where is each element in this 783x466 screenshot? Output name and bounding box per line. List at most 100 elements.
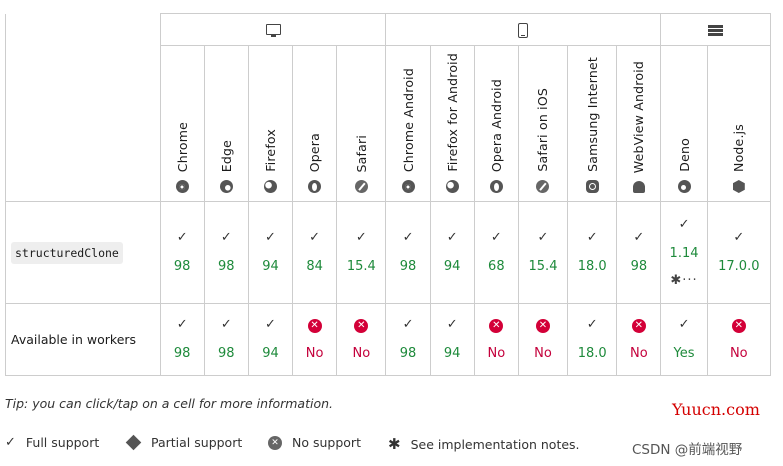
version-value: 84 xyxy=(306,259,323,274)
browser-name: Node.js xyxy=(731,124,747,172)
version-value: 94 xyxy=(262,346,279,361)
support-cell[interactable]: ✓ Yes xyxy=(660,303,708,376)
support-cell[interactable]: ✓ 15.4 xyxy=(517,201,569,304)
browser-header: Samsung Internet xyxy=(567,45,618,202)
support-cell[interactable]: ✓ 98 xyxy=(616,201,662,304)
browser-header-cell: Node.js xyxy=(708,46,770,201)
support-cell-content: ✓ 98 xyxy=(161,230,204,275)
support-cell[interactable]: ✓ 94 xyxy=(247,201,294,304)
support-cell-content: ✓ 98 xyxy=(617,231,660,275)
legend-partial-label: Partial support xyxy=(151,435,243,450)
version-value: Yes xyxy=(673,346,695,361)
support-cell[interactable]: ✓ 98 xyxy=(203,201,249,304)
version-value: 98 xyxy=(173,346,191,361)
check-icon: ✓ xyxy=(355,230,367,245)
support-cell[interactable]: ✓ 98 xyxy=(385,303,431,376)
browser-name: Opera xyxy=(307,132,323,172)
legend-notes-label: See implementation notes. xyxy=(410,436,580,452)
support-cell-content: ✓ 15.4 xyxy=(337,230,385,275)
samsung-icon xyxy=(585,180,599,193)
browser-header: Chrome Android xyxy=(385,45,431,202)
support-cell-content: ✓ 15.4 xyxy=(519,230,567,275)
browser-header-cell: Firefox xyxy=(249,46,292,201)
node-icon xyxy=(732,180,745,193)
support-cell[interactable]: ✕ No xyxy=(336,303,387,376)
browser-header: Firefox for Android xyxy=(429,45,475,202)
check-icon: ✓ xyxy=(176,230,188,245)
edge-icon xyxy=(219,180,233,193)
support-mark: ✕ xyxy=(307,318,322,333)
mobile-icon xyxy=(518,23,529,38)
browser-header-cell: Opera xyxy=(293,46,336,201)
check-icon: ✓ xyxy=(446,317,458,332)
support-cell-content: ✕ No xyxy=(337,318,385,361)
feature-name-cell[interactable]: structuredClone xyxy=(5,201,161,304)
support-cell-content: ✓ 98 xyxy=(205,231,248,275)
support-cell[interactable]: ✓ 18.0 xyxy=(567,303,618,376)
support-cell[interactable]: ✓ 98 xyxy=(159,303,205,376)
browser-header-cell: WebView Android xyxy=(617,46,660,201)
version-value: 17.0.0 xyxy=(718,259,760,274)
check-icon: ✓ xyxy=(733,230,745,245)
support-cell[interactable]: ✓ 84 xyxy=(292,201,338,304)
browser-header: Opera Android xyxy=(473,45,519,202)
support-cell[interactable]: ✓ 15.4 xyxy=(336,201,387,304)
support-cell[interactable]: ✓ 1.14 ✱··· xyxy=(660,201,708,304)
check-icon: ✓ xyxy=(220,317,232,332)
check-icon: ✓ xyxy=(265,317,276,332)
support-cell-content: ✓ 17.0.0 xyxy=(708,230,770,275)
support-cell-content: ✕ No xyxy=(519,318,567,361)
version-value: 18.0 xyxy=(577,346,607,361)
support-cell-content: ✕ No xyxy=(475,318,518,361)
support-cell-content: ✓ 94 xyxy=(249,317,292,362)
browser-name: WebView Android xyxy=(631,60,647,173)
support-cell-content: ✓ 98 xyxy=(386,231,429,275)
support-cell-content: ✓ 94 xyxy=(431,231,474,275)
support-cell[interactable]: ✓ 98 xyxy=(385,201,431,304)
support-cell[interactable]: ✓ 18.0 xyxy=(567,201,618,304)
version-value: 98 xyxy=(399,259,417,274)
support-mark: ✕ xyxy=(631,318,646,333)
support-mark: ✕ xyxy=(354,318,369,333)
check-icon: ✓ xyxy=(309,230,321,245)
browser-name: Firefox for Android xyxy=(444,53,460,172)
check-icon: ✓ xyxy=(537,230,549,245)
partial-icon xyxy=(125,434,142,451)
support-cell[interactable]: ✓ 94 xyxy=(429,201,475,304)
version-value: 98 xyxy=(173,259,191,274)
browser-header: Safari xyxy=(336,45,387,202)
no-support-icon: ✕ xyxy=(631,319,646,333)
support-cell[interactable]: ✓ 98 xyxy=(203,303,249,376)
support-cell[interactable]: ✕ No xyxy=(706,303,772,376)
browser-name: Chrome xyxy=(174,121,190,172)
browser-name: Deno xyxy=(676,138,692,172)
table-row: Available in workers ✓ 98 ✓ 98 ✓ 94 ✕ No ✕ No ✓ 98 ✓ 9… xyxy=(5,303,772,376)
tip-text: Tip: you can click/tap on a cell for mor… xyxy=(5,396,333,411)
support-cell[interactable]: ✓ 94 xyxy=(247,303,294,376)
browser-header-cell: Safari on iOS xyxy=(519,46,567,201)
browser-name: Chrome Android xyxy=(400,67,416,172)
feature-name-cell[interactable]: Available in workers xyxy=(5,303,161,376)
desktop-icon xyxy=(265,23,281,38)
support-cell[interactable]: ✕ No xyxy=(473,303,519,376)
support-cell[interactable]: ✕ No xyxy=(517,303,569,376)
support-cell[interactable]: ✕ No xyxy=(616,303,662,376)
browser-name: Safari xyxy=(353,134,369,172)
chrome-icon xyxy=(401,180,415,193)
support-cell[interactable]: ✓ 98 xyxy=(159,201,205,304)
asterisk-icon: ✱ xyxy=(388,435,401,453)
support-cell[interactable]: ✓ 68 xyxy=(473,201,519,304)
support-cell[interactable]: ✓ 17.0.0 xyxy=(706,201,772,304)
version-value: 98 xyxy=(218,346,235,361)
version-value: 1.14 xyxy=(669,245,699,261)
implementation-note-icon[interactable]: ✱··· xyxy=(670,272,698,288)
browser-header: Deno xyxy=(660,45,708,202)
browser-name: Samsung Internet xyxy=(584,57,600,172)
browser-name: Firefox xyxy=(262,129,278,172)
support-cell[interactable]: ✓ 94 xyxy=(429,303,475,376)
support-cell-content: ✕ No xyxy=(293,318,336,361)
version-value: 94 xyxy=(262,259,279,274)
support-cell[interactable]: ✕ No xyxy=(292,303,338,376)
legend-partial: Partial support xyxy=(125,434,243,451)
check-icon: ✓ xyxy=(5,435,16,450)
